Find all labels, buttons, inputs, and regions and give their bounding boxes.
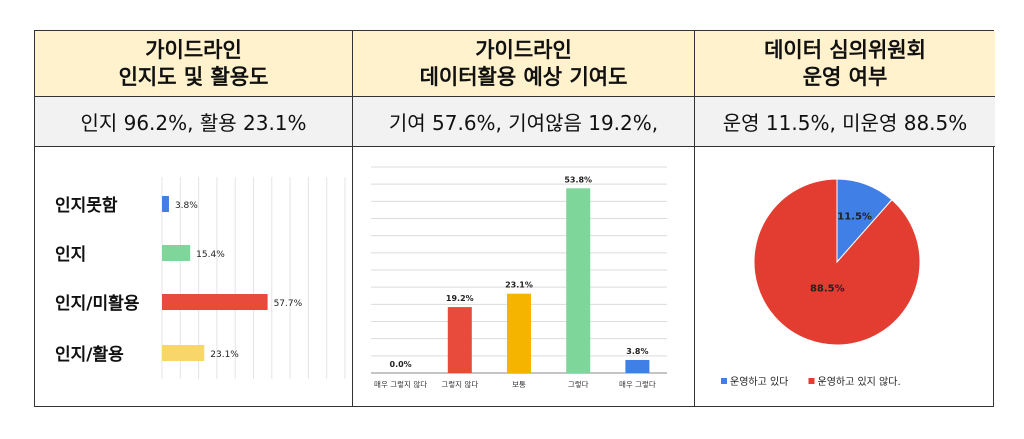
tick-label: 그렇다	[568, 379, 589, 389]
column-header: 데이터 심의위원회 운영 여부	[695, 31, 995, 97]
chart-area: 11.5% 88.5% 운영하고 있다 운영하고 있지 않다.	[695, 147, 995, 408]
header-line-2: 운영 여부	[802, 64, 888, 89]
tick-label: 매우 그렇다	[619, 379, 656, 389]
data-label: 19.2%	[446, 294, 474, 303]
data-label: 0.0%	[390, 360, 412, 369]
summary-text: 인지 96.2%, 활용 23.1%	[35, 97, 352, 147]
pie-slice	[753, 178, 921, 346]
header-line-2: 인지도 및 활용도	[118, 64, 269, 89]
bar	[447, 307, 472, 373]
header-line-2: 데이터활용 예상 기여도	[419, 64, 628, 89]
category-label: 인지	[55, 245, 86, 265]
data-label: 3.8%	[175, 201, 198, 211]
bar	[566, 188, 591, 373]
column-header: 가이드라인 데이터활용 예상 기여도	[353, 31, 694, 97]
category-label: 인지/활용	[55, 344, 124, 365]
column-committee: 데이터 심의위원회 운영 여부 운영 11.5%, 미운영 88.5% 11.5…	[695, 31, 995, 406]
slice-label: 11.5%	[837, 211, 872, 222]
slice-label: 88.5%	[810, 284, 845, 295]
header-line-1: 데이터 심의위원회	[764, 37, 926, 62]
category-label: 인지/미활용	[55, 293, 140, 314]
summary-table: 가이드라인 인지도 및 활용도 인지 96.2%, 활용 23.1% 인지못함 3…	[34, 30, 995, 407]
bar	[162, 196, 169, 212]
bar	[162, 245, 191, 261]
column-awareness: 가이드라인 인지도 및 활용도 인지 96.2%, 활용 23.1% 인지못함 3…	[35, 31, 353, 406]
summary-text: 기여 57.6%, 기여않음 19.2%,	[353, 97, 694, 147]
bar	[507, 293, 531, 373]
data-label: 53.8%	[564, 175, 592, 184]
awareness-bar-chart: 인지못함 3.8% 인지 15.4% 인지/미활용 57.7% 인지/활용 23.1%	[55, 177, 346, 379]
legend-swatch	[721, 378, 727, 384]
chart-area: 0.0% 매우 그렇지 않다 19.2% 그렇지 않다 23.1% 보통 53.8% 그렇다 3…	[353, 147, 694, 408]
summary-text: 운영 11.5%, 미운영 88.5%	[695, 97, 995, 147]
header-line-1: 가이드라인	[475, 37, 572, 62]
bar	[162, 294, 268, 310]
tick-label: 보통	[512, 380, 526, 389]
data-label: 3.8%	[626, 347, 648, 356]
contribution-bar-chart: 0.0% 매우 그렇지 않다 19.2% 그렇지 않다 23.1% 보통 53.8% 그렇다 3…	[371, 166, 667, 389]
column-header: 가이드라인 인지도 및 활용도	[35, 31, 352, 97]
column-contribution: 가이드라인 데이터활용 예상 기여도 기여 57.6%, 기여않음 19.2%,…	[353, 31, 695, 406]
bar	[162, 345, 205, 361]
data-label: 23.1%	[210, 350, 239, 360]
bar	[625, 359, 650, 373]
legend-label: 운영하고 있다	[730, 375, 788, 388]
tick-label: 매우 그렇지 않다	[374, 379, 427, 389]
data-label: 57.7%	[274, 299, 303, 309]
data-label: 23.1%	[505, 281, 533, 290]
committee-pie-chart: 11.5% 88.5% 운영하고 있다 운영하고 있지 않다.	[721, 178, 921, 388]
chart-area: 인지못함 3.8% 인지 15.4% 인지/미활용 57.7% 인지/활용 23.1%	[35, 147, 352, 408]
data-label: 15.4%	[196, 250, 225, 260]
legend-swatch	[808, 378, 815, 384]
tick-label: 그렇지 않다	[441, 379, 478, 389]
legend-label: 운영하고 있지 않다.	[818, 375, 901, 388]
category-label: 인지못함	[55, 195, 118, 216]
header-line-1: 가이드라인	[145, 37, 242, 62]
